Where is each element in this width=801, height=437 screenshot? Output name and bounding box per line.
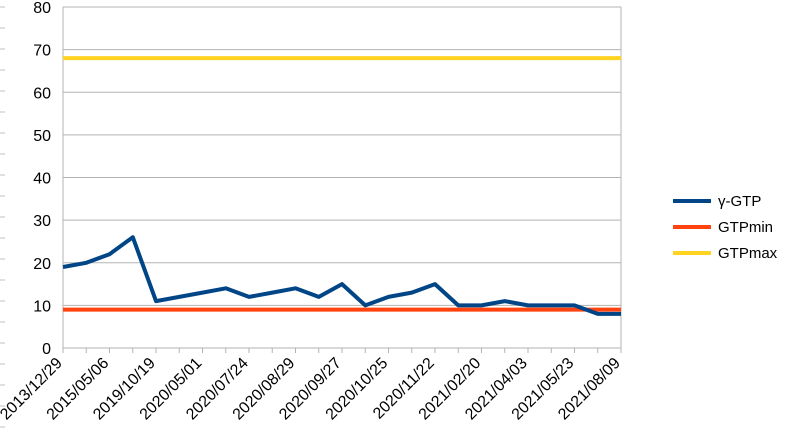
legend-item-gamma-gtp: γ-GTP [673,188,798,214]
legend-swatch [673,225,711,229]
legend: γ-GTP GTPmin GTPmax [673,188,798,266]
x-axis-ticks [62,348,622,353]
legend-swatch [673,199,711,203]
y-tick-label: 20 [33,256,51,273]
legend-label: GTPmax [718,244,778,262]
y-tick-label: 10 [33,298,51,315]
y-tick-label: 60 [33,85,51,102]
series-line [62,235,621,316]
legend-label: GTPmin [718,218,774,236]
legend-item-gtpmin: GTPmin [673,214,798,240]
y-axis-labels: 0 10 20 30 40 50 60 70 80 [33,0,51,358]
y-tick-label: 40 [33,171,51,188]
y-tick-label: 30 [33,213,51,230]
y-tick-label: 50 [33,128,51,145]
x-axis-labels: 2013/12/292015/05/062019/10/192020/05/01… [0,355,624,424]
y-tick-label: 80 [33,0,51,17]
legend-swatch [673,251,711,255]
legend-label: γ-GTP [718,192,762,210]
y-tick-label: 0 [42,341,51,358]
y-axis-tick-marks [0,6,5,428]
y-tick-label: 70 [33,43,51,60]
series-lines [62,56,621,316]
legend-item-gtpmax: GTPmax [673,240,798,266]
